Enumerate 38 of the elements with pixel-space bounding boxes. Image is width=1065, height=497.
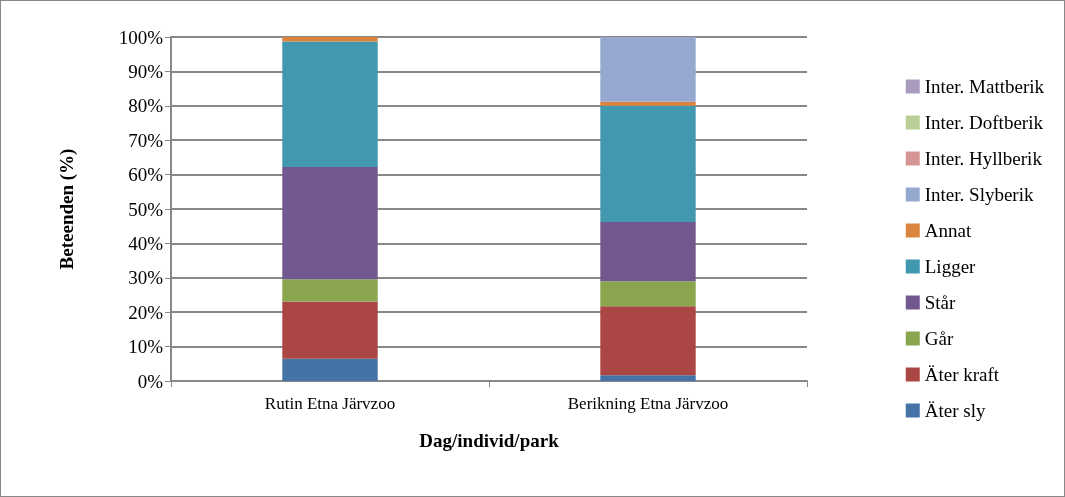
bar — [600, 105, 696, 223]
legend-label: Inter. Slyberik — [924, 184, 1034, 205]
legend-label: Äter kraft — [924, 364, 1000, 385]
bar — [282, 41, 378, 168]
y-tick-label: 80% — [128, 95, 164, 117]
y-tick-label: 70% — [128, 129, 164, 151]
legend-label: Ligger — [924, 256, 977, 277]
bar — [600, 281, 696, 307]
y-tick-label: 20% — [128, 301, 164, 323]
legend-label: Står — [924, 292, 957, 313]
y-tick-label: 90% — [128, 60, 164, 82]
legend-label: Inter. Mattberik — [924, 76, 1045, 97]
y-tick-label: 40% — [128, 232, 164, 254]
bar — [282, 279, 378, 302]
bar — [282, 167, 378, 280]
legend-label: Går — [924, 328, 954, 349]
y-tick-label: 0% — [137, 370, 164, 392]
legend-label: Inter. Doftberik — [924, 112, 1044, 133]
bar — [600, 306, 696, 376]
y-tick-label: 60% — [128, 164, 164, 186]
bar — [600, 375, 696, 381]
y-tick-label: 10% — [128, 336, 164, 358]
bar — [600, 37, 696, 102]
x-tick-label: Berikning Etna Järvzoo — [567, 394, 729, 413]
bar — [282, 37, 378, 42]
legend-label: Annat — [924, 220, 972, 241]
y-axis-title: Beteenden (%) — [56, 148, 78, 270]
legend-label: Inter. Hyllberik — [924, 148, 1043, 169]
legend-label: Äter sly — [924, 400, 986, 421]
x-axis-title: Dag/individ/park — [419, 430, 560, 451]
bar — [600, 222, 696, 282]
y-tick-label: 50% — [128, 198, 164, 220]
x-tick-label: Rutin Etna Järvzoo — [264, 394, 396, 413]
bar — [282, 301, 378, 359]
bar — [600, 101, 696, 106]
bar — [282, 358, 378, 381]
y-tick-label: 30% — [128, 267, 164, 289]
y-tick-label: 100% — [118, 26, 164, 48]
